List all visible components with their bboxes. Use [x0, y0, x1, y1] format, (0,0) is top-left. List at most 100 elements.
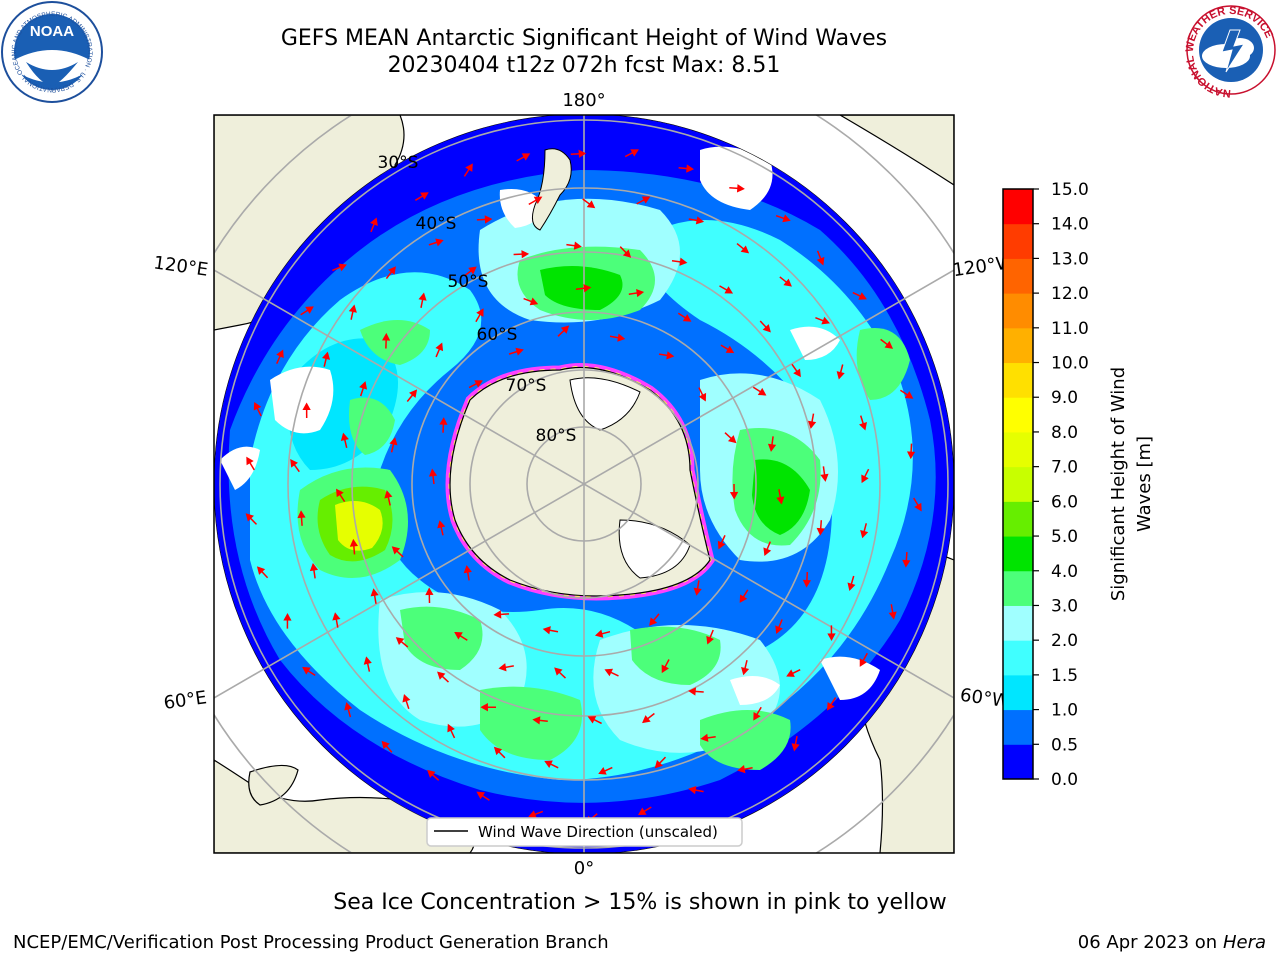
map-frame [213, 114, 955, 854]
wind-arrow-head [695, 216, 705, 225]
colorbar: 0.0 0.5 1.0 1.5 2.0 3.0 4.0 5.0 6.0 7.0 8.0 9.0 10.0… [1002, 180, 1155, 790]
lat-label-30s: 30°S [378, 153, 419, 173]
wind-arrow-head [827, 633, 836, 641]
wind-arrow-head [544, 760, 553, 768]
wind-arrow-head [594, 629, 604, 638]
lat-label-80s: 80°S [536, 426, 577, 446]
wind-arrow-head [604, 668, 614, 677]
wind-arrow-head [297, 510, 306, 519]
wind-arrow-head [729, 491, 739, 500]
wind-arrow-head [573, 241, 582, 250]
wind-arrow-head [344, 702, 353, 711]
wind-arrow-head [420, 192, 429, 200]
wind-arrow-head [637, 807, 647, 815]
wind-arrow-head [382, 332, 391, 341]
colorbar-tick-label: 6.0 [1051, 492, 1078, 512]
wind-arrow-head [586, 200, 596, 209]
wind-arrow-head [860, 529, 869, 539]
lat-label-70s: 70°S [506, 376, 547, 396]
wind-arrow-head [816, 527, 825, 536]
wind-arrow-head [476, 791, 486, 800]
wind-arrow-head [688, 785, 697, 795]
wind-arrow-head [290, 459, 298, 468]
wind-arrow-head [836, 371, 845, 380]
colorbar-tick-label: 11.0 [1051, 319, 1089, 339]
wind-arrow-head [654, 759, 663, 769]
wind-arrow-head [427, 769, 436, 779]
wind-arrow-head [888, 611, 897, 620]
wind-arrow-head [587, 716, 597, 724]
wind-arrow-head [402, 694, 411, 703]
wind-arrow-head [253, 402, 262, 411]
wind-arrow-head [816, 256, 825, 266]
wind-arrow-head [739, 594, 748, 603]
wind-arrow-head [474, 380, 483, 388]
colorbar-segment [1003, 744, 1033, 780]
wind-arrow-head [521, 250, 530, 259]
colorbar-segment [1003, 570, 1033, 606]
credit-date-text: 06 Apr 2023 on [1077, 932, 1218, 953]
colorbar-tick-label: 0.0 [1051, 770, 1078, 790]
colorbar-tick-label: 9.0 [1051, 388, 1078, 408]
colorbar-segment [1003, 466, 1033, 502]
wind-arrow-head [807, 420, 817, 429]
wind-arrow-head [395, 637, 405, 646]
wind-arrow-head [463, 565, 472, 574]
wind-arrow-head [636, 288, 645, 298]
nws-logo: NATIONAL WEATHER SERVICE [1181, 0, 1280, 100]
wind-arrow-head [757, 387, 767, 396]
wind-arrow-head [630, 149, 639, 157]
wind-arrow-head [727, 435, 737, 444]
wind-arrow-head [661, 664, 669, 674]
wind-arrow-head [542, 626, 551, 635]
wind-arrow-head [679, 257, 688, 266]
wind-arrow-head [821, 316, 830, 325]
wind-arrow-head [533, 196, 543, 204]
wind-arrow-head [480, 703, 488, 712]
wind-arrow-head [305, 306, 314, 314]
wind-arrow-head [762, 324, 771, 333]
wind-arrow-head [902, 559, 911, 568]
colorbar-tick-label: 1.0 [1051, 701, 1078, 721]
lat-label-60s: 60°S [477, 325, 518, 345]
wind-arrow-head [246, 456, 254, 466]
colorbar-segment [1003, 674, 1033, 711]
colorbar-tick-label: 4.0 [1051, 562, 1078, 582]
wind-arrow-head [435, 342, 444, 352]
lon-label-60e: 60°E [162, 687, 208, 714]
colorbar-segment [1003, 709, 1033, 745]
wind-arrow-head [775, 625, 783, 634]
wind-arrow-head [820, 473, 829, 482]
legend-label: Wind Wave Direction (unscaled) [478, 823, 718, 841]
wind-arrow-head [641, 196, 651, 204]
wind-arrow-head [740, 245, 750, 254]
wind-arrow-head [717, 540, 726, 550]
sea-ice-note: Sea Ice Concentration > 15% is shown in … [333, 890, 947, 915]
wind-arrow-head [826, 701, 835, 711]
colorbar-segment [1003, 431, 1033, 468]
wind-arrow-head [476, 308, 484, 317]
wind-arrow-head [904, 391, 914, 399]
colorbar-label-line2: Waves [m] [1134, 436, 1155, 532]
graticule [214, 115, 954, 853]
colorbar-tick-label: 0.5 [1051, 735, 1078, 755]
wind-arrow-head [340, 432, 349, 442]
wind-arrow-head [783, 278, 792, 287]
wind-arrow-head [493, 610, 502, 619]
credit-host: Hera [1222, 932, 1266, 953]
colorbar-tick-label: 8.0 [1051, 423, 1078, 443]
colorbar-tick-label: 10.0 [1051, 354, 1089, 374]
wind-arrow-head [370, 588, 379, 597]
wind-arrow-head [435, 238, 444, 247]
wind-arrow-head [493, 746, 503, 756]
wind-arrow-head [741, 666, 750, 676]
colorbar-segment [1003, 397, 1033, 433]
wind-arrow-head [349, 538, 359, 547]
wind-arrow-head [884, 340, 894, 349]
colorbar-segment [1003, 189, 1033, 225]
wind-arrow-head [309, 562, 319, 572]
colorbar-tick-label: 12.0 [1051, 284, 1089, 304]
wind-arrow-head [322, 351, 331, 360]
wind-arrow-head [391, 546, 401, 555]
